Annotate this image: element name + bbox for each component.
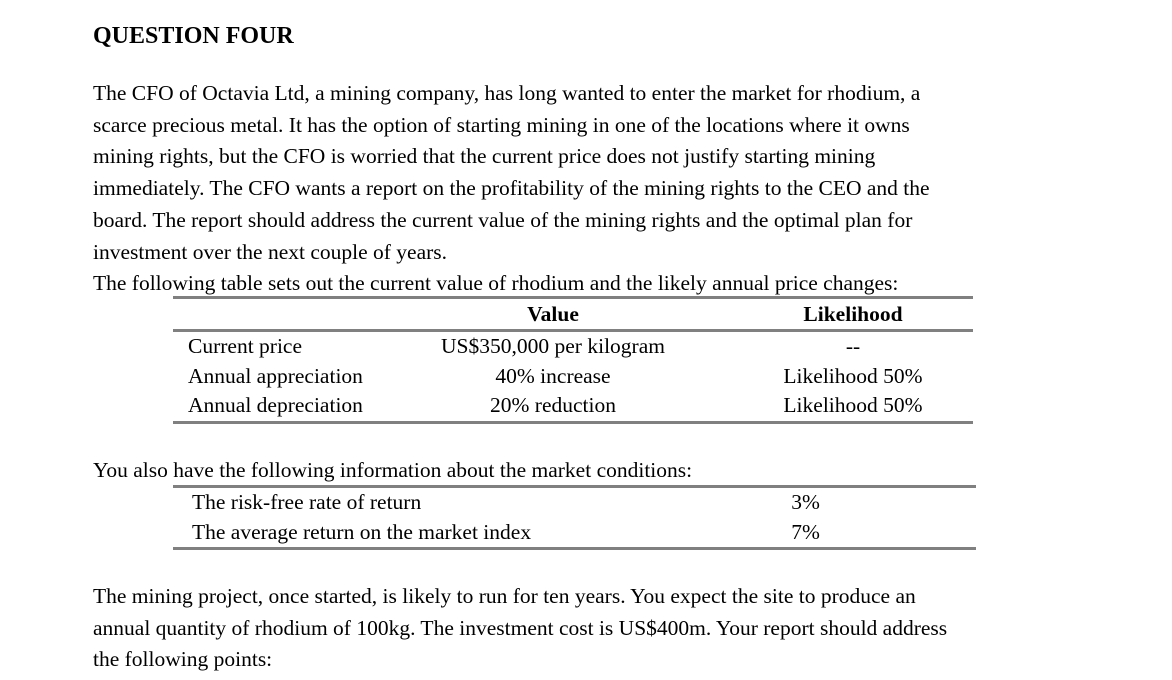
row-label: Current price — [188, 334, 303, 358]
text-line: The CFO of Octavia Ltd, a mining company… — [93, 81, 921, 105]
text-line: the following points: — [93, 647, 273, 672]
closing-paragraph: The mining project, once started, is lik… — [93, 581, 947, 676]
market-conditions-table: The risk-free rate of return 3% The aver… — [173, 485, 976, 550]
text-line: board. The report should address the cur… — [93, 207, 913, 232]
price-table-header-row: Value Likelihood — [173, 299, 973, 332]
text-line: mining rights, but the CFO is worried th… — [93, 144, 876, 169]
row-value: 3% — [791, 490, 820, 514]
row-value: 7% — [791, 519, 820, 544]
table-row: Annual appreciation 40% increase Likelih… — [173, 362, 973, 392]
price-table-header-likelihood: Likelihood — [803, 302, 903, 326]
price-table-header-value: Value — [527, 302, 579, 326]
text-line: scarce precious metal. It has the option… — [93, 112, 910, 137]
row-likelihood: Likelihood 50% — [783, 393, 923, 417]
text-line: annual quantity of rhodium of 100kg. The… — [93, 615, 948, 640]
text-line: The following table sets out the current… — [93, 271, 899, 296]
row-label: The risk-free rate of return — [192, 490, 422, 514]
row-label: Annual appreciation — [188, 363, 363, 388]
text-line: immediately. The CFO wants a report on t… — [93, 176, 930, 201]
row-label: Annual depreciation — [188, 393, 363, 417]
intro-paragraph: The CFO of Octavia Ltd, a mining company… — [93, 78, 930, 300]
text-line: The mining project, once started, is lik… — [93, 584, 916, 608]
row-value: US$350,000 per kilogram — [441, 334, 665, 358]
row-likelihood: -- — [845, 334, 861, 358]
text-line: investment over the next couple of years… — [93, 239, 448, 264]
row-value: 40% increase — [495, 363, 611, 388]
rhodium-price-table: Value Likelihood Current price US$350,00… — [173, 296, 973, 424]
table-row: Current price US$350,000 per kilogram -- — [173, 332, 973, 362]
row-label: The average return on the market index — [192, 519, 532, 544]
table-row: The average return on the market index 7… — [173, 518, 976, 548]
price-table-header-blank — [173, 299, 373, 329]
table-row: The risk-free rate of return 3% — [173, 488, 976, 518]
row-likelihood: Likelihood 50% — [783, 363, 923, 388]
row-value: 20% reduction — [490, 393, 616, 417]
market-conditions-intro: You also have the following information … — [93, 458, 693, 482]
question-title: QUESTION FOUR — [93, 23, 294, 49]
table-row: Annual depreciation 20% reduction Likeli… — [173, 391, 973, 421]
